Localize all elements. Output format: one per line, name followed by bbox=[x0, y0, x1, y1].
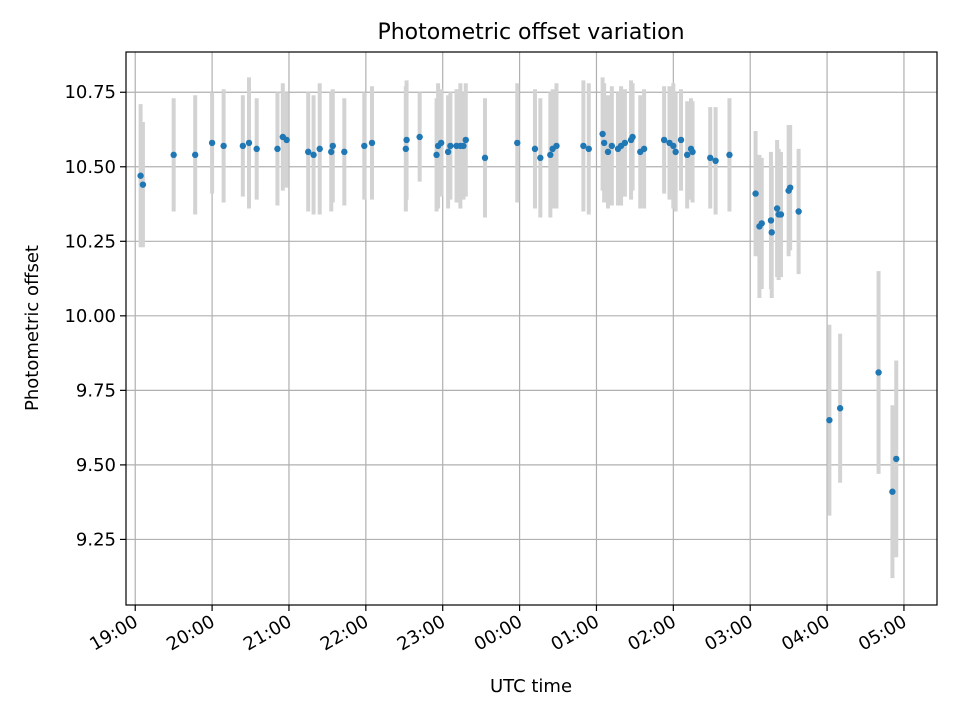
data-point bbox=[481, 154, 489, 162]
data-point bbox=[580, 142, 587, 150]
data-point bbox=[599, 130, 606, 138]
data-point bbox=[689, 148, 696, 156]
data-point bbox=[629, 133, 636, 141]
x-axis-label: UTC time bbox=[490, 676, 572, 697]
data-point bbox=[304, 148, 312, 156]
error-bars bbox=[138, 77, 899, 579]
data-point bbox=[283, 136, 290, 144]
data-point bbox=[712, 157, 719, 165]
data-point bbox=[361, 142, 368, 150]
data-point bbox=[531, 145, 539, 153]
data-point bbox=[208, 139, 216, 147]
data-point bbox=[752, 190, 759, 197]
y-tick-label: 9.25 bbox=[76, 529, 116, 550]
x-tick-label: 01:00 bbox=[548, 611, 603, 655]
x-tick-label: 21:00 bbox=[240, 611, 295, 655]
y-tick-label: 9.75 bbox=[76, 380, 116, 401]
data-point bbox=[677, 136, 685, 144]
x-tick-label: 04:00 bbox=[778, 611, 833, 655]
data-point bbox=[621, 139, 629, 147]
data-point bbox=[433, 151, 440, 159]
data-point bbox=[585, 145, 592, 153]
data-point bbox=[893, 455, 900, 463]
data-point bbox=[758, 220, 765, 227]
data-point bbox=[403, 136, 410, 144]
data-point bbox=[875, 369, 882, 376]
y-tick-label: 10.25 bbox=[64, 231, 116, 252]
data-point bbox=[773, 205, 781, 212]
x-tick-label: 05:00 bbox=[855, 611, 910, 655]
data-point bbox=[460, 142, 467, 150]
data-point bbox=[253, 145, 260, 153]
data-point bbox=[368, 139, 376, 147]
data-point bbox=[444, 148, 452, 156]
data-point bbox=[447, 142, 454, 150]
data-point bbox=[316, 145, 323, 153]
x-tick-label: 02:00 bbox=[624, 611, 679, 655]
data-point bbox=[670, 142, 677, 150]
data-point bbox=[329, 142, 336, 150]
data-point bbox=[402, 145, 410, 153]
data-point bbox=[683, 151, 691, 159]
data-point bbox=[604, 148, 612, 156]
data-point bbox=[640, 145, 648, 153]
data-point bbox=[777, 211, 785, 218]
data-point bbox=[437, 139, 445, 147]
plot-frame bbox=[125, 51, 938, 606]
y-tick-label: 10.00 bbox=[64, 306, 116, 327]
data-point bbox=[660, 136, 668, 144]
data-point bbox=[274, 145, 281, 153]
data-point bbox=[341, 148, 348, 156]
data-point bbox=[608, 142, 616, 150]
data-point bbox=[170, 151, 177, 159]
data-point bbox=[328, 148, 335, 156]
data-point bbox=[836, 405, 844, 412]
data-point bbox=[514, 139, 521, 147]
data-point bbox=[786, 184, 794, 191]
y-tick-label: 10.75 bbox=[64, 82, 116, 103]
chart-title: Photometric offset variation bbox=[377, 20, 684, 45]
data-point bbox=[220, 142, 227, 150]
y-axis: 9.25 9.50 9.75 10.00 10.25 10.50 10.75 bbox=[64, 82, 126, 550]
x-tick-label: 20:00 bbox=[163, 611, 218, 655]
data-points bbox=[137, 130, 900, 495]
y-axis-label: Photometric offset bbox=[22, 245, 43, 411]
data-point bbox=[137, 172, 144, 179]
data-point bbox=[191, 151, 199, 159]
data-point bbox=[795, 208, 802, 215]
x-axis: 19:00 20:00 21:00 22:00 23:00 00:00 01:00 02:00… bbox=[86, 605, 910, 655]
data-point bbox=[600, 139, 608, 147]
data-point bbox=[767, 217, 775, 224]
data-point bbox=[889, 488, 896, 495]
x-tick-label: 23:00 bbox=[394, 611, 449, 655]
x-tick-label: 22:00 bbox=[317, 611, 372, 655]
y-tick-label: 10.50 bbox=[64, 157, 116, 178]
data-point bbox=[826, 416, 833, 424]
data-point bbox=[672, 148, 679, 156]
data-point bbox=[139, 181, 147, 188]
x-tick-label: 00:00 bbox=[471, 611, 526, 655]
data-point bbox=[416, 133, 423, 141]
data-point bbox=[537, 154, 544, 162]
data-point bbox=[726, 151, 733, 159]
data-point bbox=[462, 136, 469, 144]
data-point bbox=[547, 151, 554, 159]
data-point bbox=[239, 142, 247, 150]
x-tick-label: 19:00 bbox=[86, 611, 141, 655]
data-point bbox=[768, 229, 775, 236]
x-tick-label: 03:00 bbox=[701, 611, 756, 655]
data-point bbox=[553, 142, 560, 150]
data-point bbox=[245, 139, 253, 147]
y-tick-label: 9.50 bbox=[76, 455, 116, 476]
data-point bbox=[707, 154, 714, 162]
data-point bbox=[310, 151, 317, 159]
